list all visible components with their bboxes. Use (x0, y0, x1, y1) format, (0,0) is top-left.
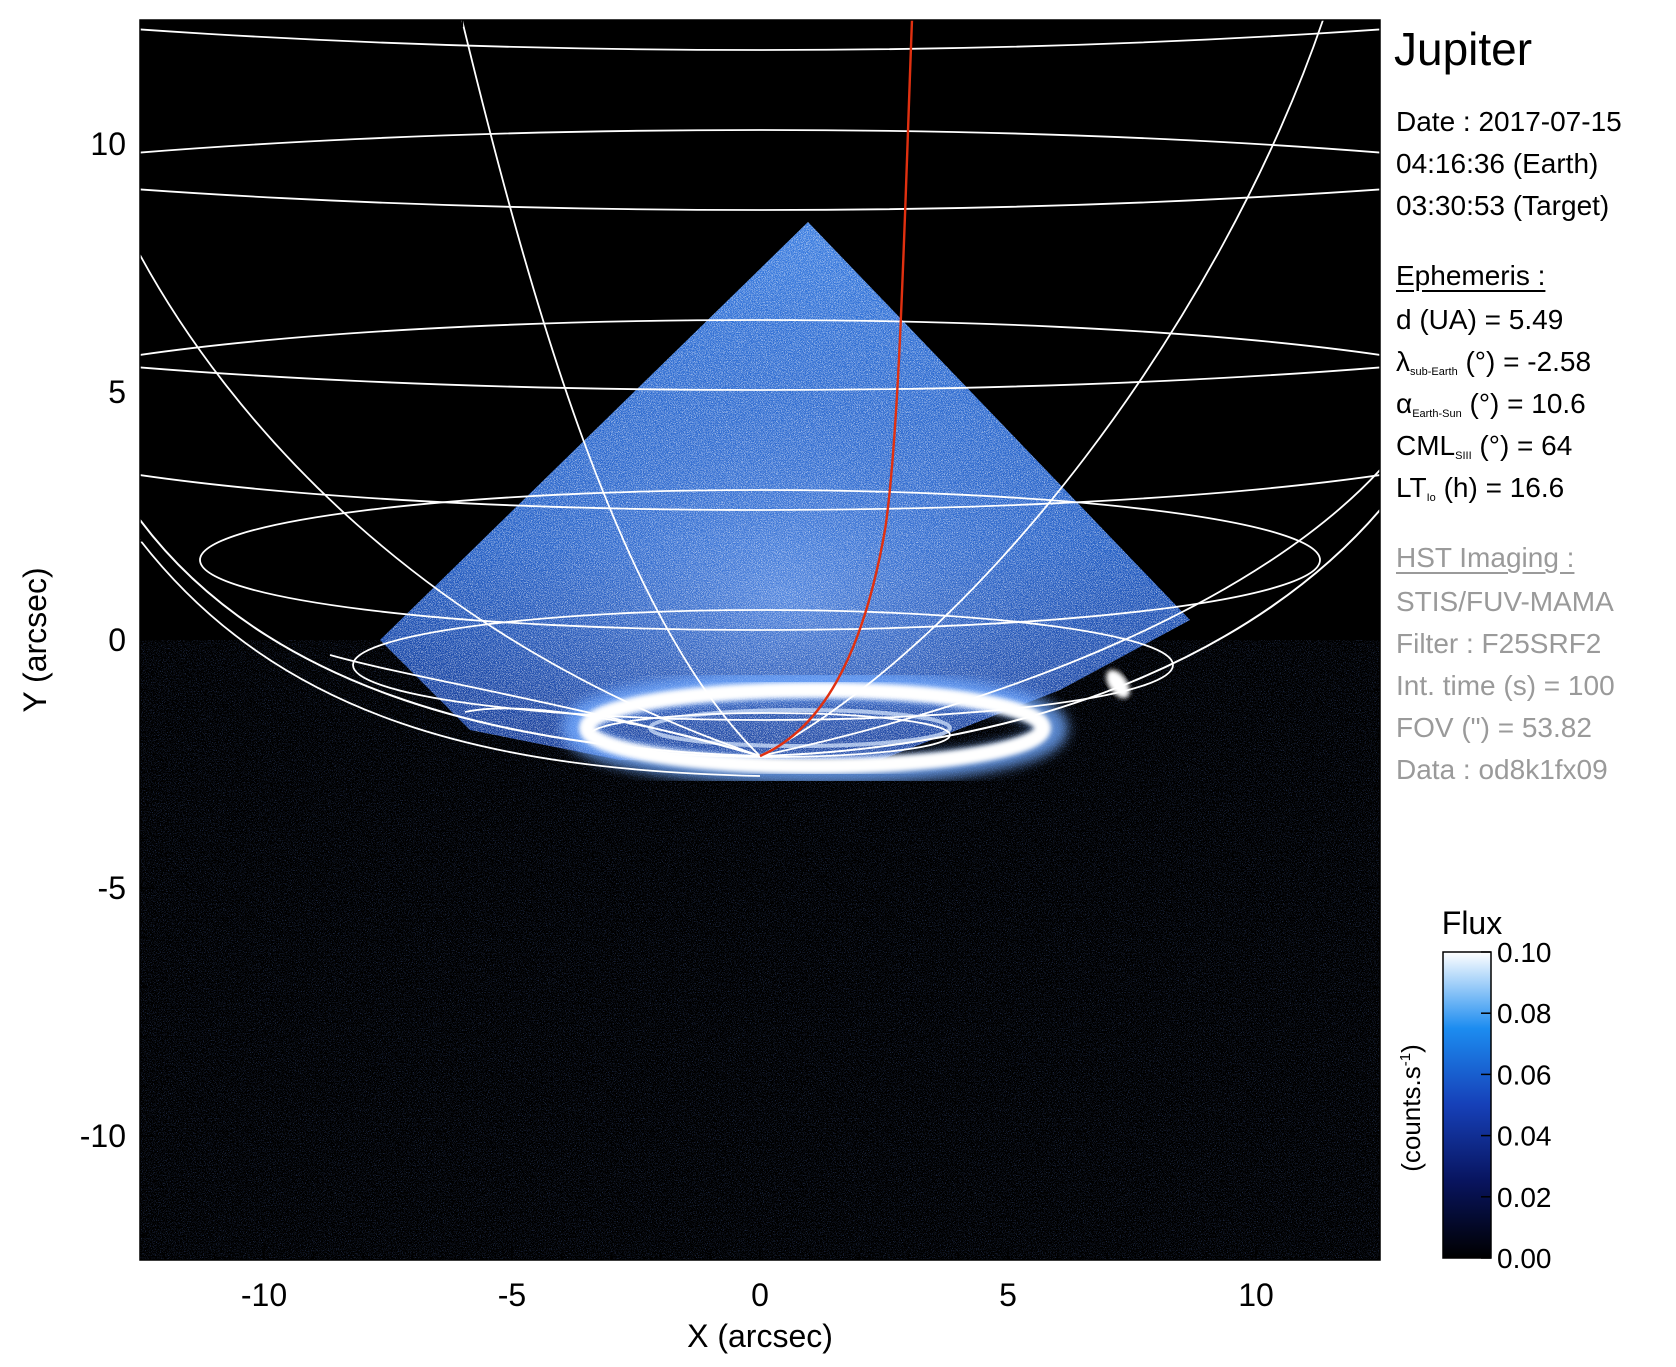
colorbar-title: Flux (1442, 905, 1502, 941)
hst-instrument: STIS/FUV-MAMA (1396, 586, 1614, 617)
earth-time: 04:16:36 (Earth) (1396, 148, 1599, 179)
ephemeris-distance: d (UA) = 5.49 (1396, 304, 1564, 335)
emission-cone-speckle (380, 222, 1190, 760)
x-tick-label: -10 (241, 1277, 287, 1313)
hst-heading: HST Imaging : (1396, 542, 1575, 573)
longitude-line (461, 20, 761, 757)
latitude-line (140, 319, 1380, 511)
y-tick-label: 10 (90, 126, 126, 162)
latitude-line (140, 28, 1380, 51)
planet-limb-outer (140, 539, 761, 777)
latitude-line (199, 489, 1321, 631)
x-axis-label: X (arcsec) (687, 1318, 833, 1354)
longitude-line (329, 654, 761, 757)
ephemeris-cml: CMLSIII (°) = 64 (1396, 430, 1573, 463)
colorbar-tick-label: 0.04 (1497, 1121, 1552, 1152)
y-tick-label: 0 (108, 622, 126, 658)
page-title: Jupiter (1394, 23, 1533, 75)
auroral-oval (579, 682, 1051, 774)
colorbar-gradient (1442, 951, 1492, 1259)
latitude-line (140, 188, 1380, 211)
hst-filter: Filter : F25SRF2 (1396, 628, 1602, 659)
x-tick-label: 0 (751, 1277, 769, 1313)
y-axis-label: Y (arcsec) (17, 567, 53, 712)
ephemeris-io-local-time: LTIo (h) = 16.6 (1396, 472, 1565, 505)
x-tick-label: 10 (1238, 1277, 1274, 1313)
colorbar-ticks: 0.10 0.08 0.06 0.04 0.02 0.00 (1481, 937, 1552, 1274)
colorbar-unit-label: (counts.s-1) (1396, 1044, 1426, 1172)
longitude-line (140, 254, 761, 757)
ephemeris-sub-earth-latitude: λsub-Earth (°) = -2.58 (1396, 346, 1592, 379)
ephemeris-heading: Ephemeris : (1396, 260, 1546, 291)
y-tick-label: -5 (98, 870, 126, 906)
x-tick-label: 5 (999, 1277, 1017, 1313)
x-tick-label: -5 (498, 1277, 526, 1313)
hst-dataset: Data : od8k1fx09 (1396, 754, 1608, 785)
y-tick-label: 5 (108, 374, 126, 410)
y-tick-label: -10 (80, 1118, 126, 1154)
longitude-line (759, 20, 1324, 757)
latitude-line (352, 609, 1174, 721)
colorbar-tick-label: 0.00 (1497, 1243, 1552, 1274)
ephemeris-phase-angle: αEarth-Sun (°) = 10.6 (1396, 388, 1586, 421)
latitude-line (140, 129, 1380, 391)
colorbar-tick-label: 0.08 (1497, 998, 1552, 1029)
target-time: 03:30:53 (Target) (1396, 190, 1610, 221)
axis-layer: -10 -5 0 5 10 10 5 0 -5 -10 (80, 20, 1380, 1313)
latitude-grid (140, 28, 1380, 758)
colorbar-tick-label: 0.06 (1497, 1059, 1552, 1090)
longitude-grid (140, 20, 1380, 757)
date-label: Date : 2017-07-15 (1396, 106, 1622, 137)
longitude-line (759, 469, 1380, 757)
io-footprint-curve (759, 20, 914, 758)
hst-field-of-view: FOV (") = 53.82 (1396, 712, 1592, 743)
hst-integration-time: Int. time (s) = 100 (1396, 670, 1615, 701)
colorbar-tick-label: 0.02 (1497, 1182, 1552, 1213)
colorbar-tick-label: 0.10 (1497, 937, 1552, 968)
